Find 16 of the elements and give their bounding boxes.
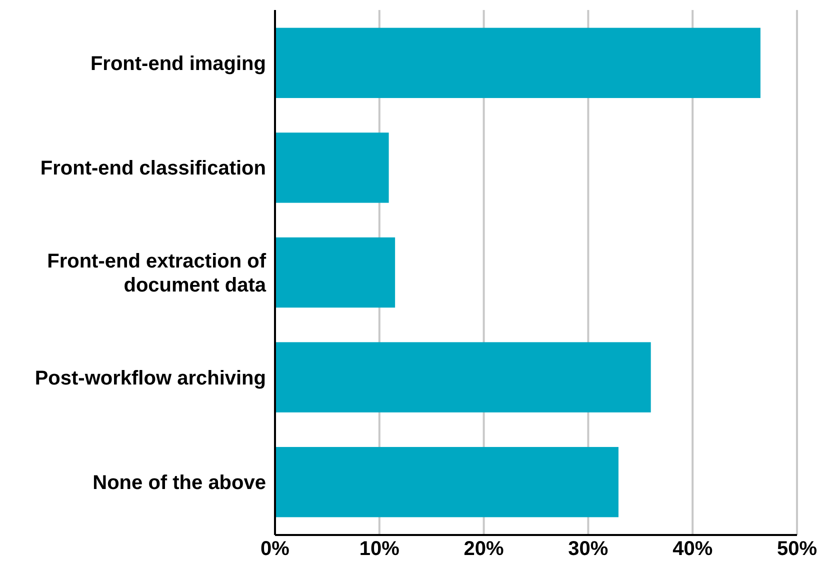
x-tick-label: 20% bbox=[464, 538, 504, 560]
x-tick-label: 0% bbox=[260, 538, 290, 560]
y-tick-label: Front-end imaging bbox=[90, 52, 266, 75]
x-tick-label: 40% bbox=[672, 538, 713, 560]
bar bbox=[275, 237, 396, 308]
bar bbox=[275, 446, 618, 518]
bar bbox=[275, 342, 651, 412]
y-tick-label: Front-end classification bbox=[40, 158, 266, 180]
bar bbox=[275, 28, 760, 98]
x-tick-label: 50% bbox=[776, 538, 818, 560]
y-tick-label: None of the above bbox=[92, 472, 266, 494]
y-tick-label: Post-workflow archiving bbox=[34, 367, 266, 390]
bar bbox=[275, 132, 389, 203]
x-tick-label: 10% bbox=[359, 538, 400, 560]
x-tick-label: 30% bbox=[568, 538, 608, 560]
y-tick-label: Front-end extraction of document data bbox=[47, 250, 267, 296]
